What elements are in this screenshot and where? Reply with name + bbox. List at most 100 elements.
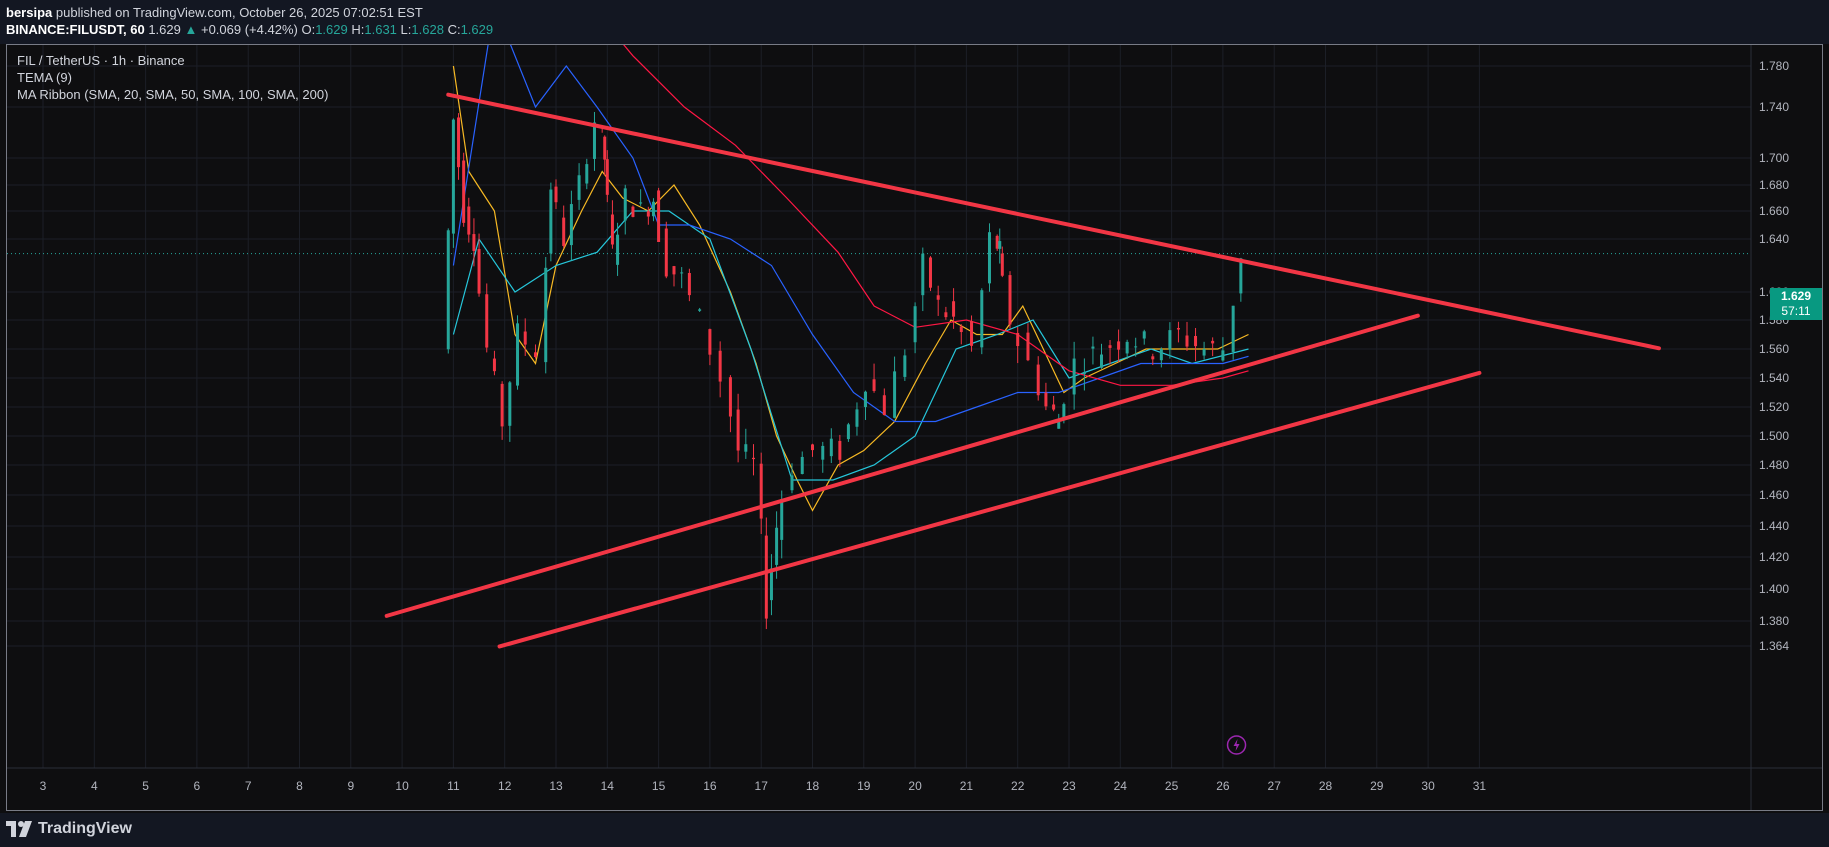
time-tick-label: 4 [91,779,98,793]
candle-body [987,232,991,284]
candle-body [811,444,814,451]
candle-body [1072,358,1076,395]
candle-body [603,136,607,160]
candle-body [1221,350,1225,361]
candle-body [664,228,668,277]
time-tick-label: 19 [857,779,871,793]
candle-body [855,409,859,427]
candle-body [1052,404,1056,410]
candle-body [764,535,768,619]
candle-body [516,323,520,386]
candle-body [1044,392,1048,407]
candle-body [523,331,527,345]
candle-body [790,475,794,491]
candle-body [1091,346,1095,349]
time-tick-label: 31 [1473,779,1487,793]
time-tick-label: 26 [1216,779,1230,793]
candle-body [605,159,609,195]
time-tick-label: 17 [755,779,769,793]
candle-body [838,440,842,460]
candle-body [1016,333,1020,347]
candle-body [1026,332,1030,361]
candle-body [451,119,455,234]
candle-body [921,253,925,296]
candle-body [829,438,833,457]
candle-body [1057,421,1061,429]
ohlc-line: BINANCE:FILUSDT, 60 1.629 ▲ +0.069 (+4.4… [6,22,493,37]
candle-body [698,309,702,311]
trendline-lower [497,370,1482,649]
candle-body [467,206,471,235]
trendline-mid [384,313,1420,618]
close-value: 1.629 [460,22,494,37]
legend-title[interactable]: FIL / TetherUS · 1h · Binance [17,53,185,68]
candle-body [821,445,825,460]
candle-body [1117,341,1121,350]
tema-line [452,65,1249,512]
candle-body [936,295,940,300]
high-label: H: [351,22,365,37]
candle-body [1239,258,1243,294]
candle-body [639,202,643,204]
time-tick-label: 11 [447,779,460,793]
time-tick-label: 12 [498,779,512,793]
candle-body [903,355,907,377]
trendline-upper [446,92,1661,351]
candle-body [472,234,476,251]
candle-body [1231,305,1235,352]
publisher-name[interactable]: bersipa [6,5,53,20]
candle-body [1185,335,1189,347]
candle-body [1125,341,1129,354]
candle-body [533,352,537,358]
candle-body [752,457,756,460]
candle-body [1159,349,1163,361]
candle-body [775,527,779,565]
tradingview-logo[interactable]: TradingView [6,820,132,838]
price-tick-label: 1.780 [1759,59,1789,73]
candle-body [446,230,450,350]
time-tick-label: 10 [395,779,409,793]
price-tick-label: 1.460 [1759,488,1789,502]
candle-body [1194,335,1198,347]
candle-body [893,371,897,418]
candle-body [687,273,691,296]
candle-body [651,201,655,217]
candle-body [562,217,566,246]
candle-body [1082,373,1086,375]
legend-ma-ribbon[interactable]: MA Ribbon (SMA, 20, SMA, 50, SMA, 100, S… [17,87,329,102]
time-tick-label: 9 [347,779,354,793]
time-tick-label: 16 [703,779,717,793]
price-chart[interactable]: 1.7801.7401.7001.6801.6601.6401.6001.580… [7,45,1823,811]
tradingview-brand: TradingView [38,820,132,837]
price-tick-label: 1.660 [1759,204,1789,218]
bar-countdown: 57:11 [1781,304,1811,318]
chart-area[interactable]: 1.7801.7401.7001.6801.6601.6401.6001.580… [6,44,1823,811]
candle-body [477,249,481,294]
candle-body [708,329,712,355]
candle-body [623,188,627,221]
candle-body [544,267,548,363]
open-value: 1.629 [315,22,348,37]
time-tick-label: 5 [142,779,149,793]
legend-tema[interactable]: TEMA (9) [17,70,72,85]
candle-body [769,568,773,601]
time-tick-label: 22 [1011,779,1025,793]
candle-body [995,235,999,249]
close-label: C: [447,22,461,37]
price-tick-label: 1.400 [1759,582,1789,596]
candle-body [718,350,722,382]
chart-legend: FIL / TetherUS · 1h · Binance TEMA (9) M… [17,52,328,103]
candle-body [952,301,956,317]
time-tick-label: 3 [40,779,47,793]
price-tick-label: 1.560 [1759,342,1789,356]
price-tick-label: 1.480 [1759,458,1789,472]
up-arrow-icon: ▲ [184,22,198,37]
candle-body [1000,253,1004,276]
low-value: 1.628 [411,22,444,37]
candle-body [759,463,763,519]
time-tick-label: 14 [601,779,615,793]
candle-body [680,272,684,274]
candle-body [631,206,635,217]
candle-body [1151,356,1155,360]
price-tick-label: 1.500 [1759,429,1789,443]
